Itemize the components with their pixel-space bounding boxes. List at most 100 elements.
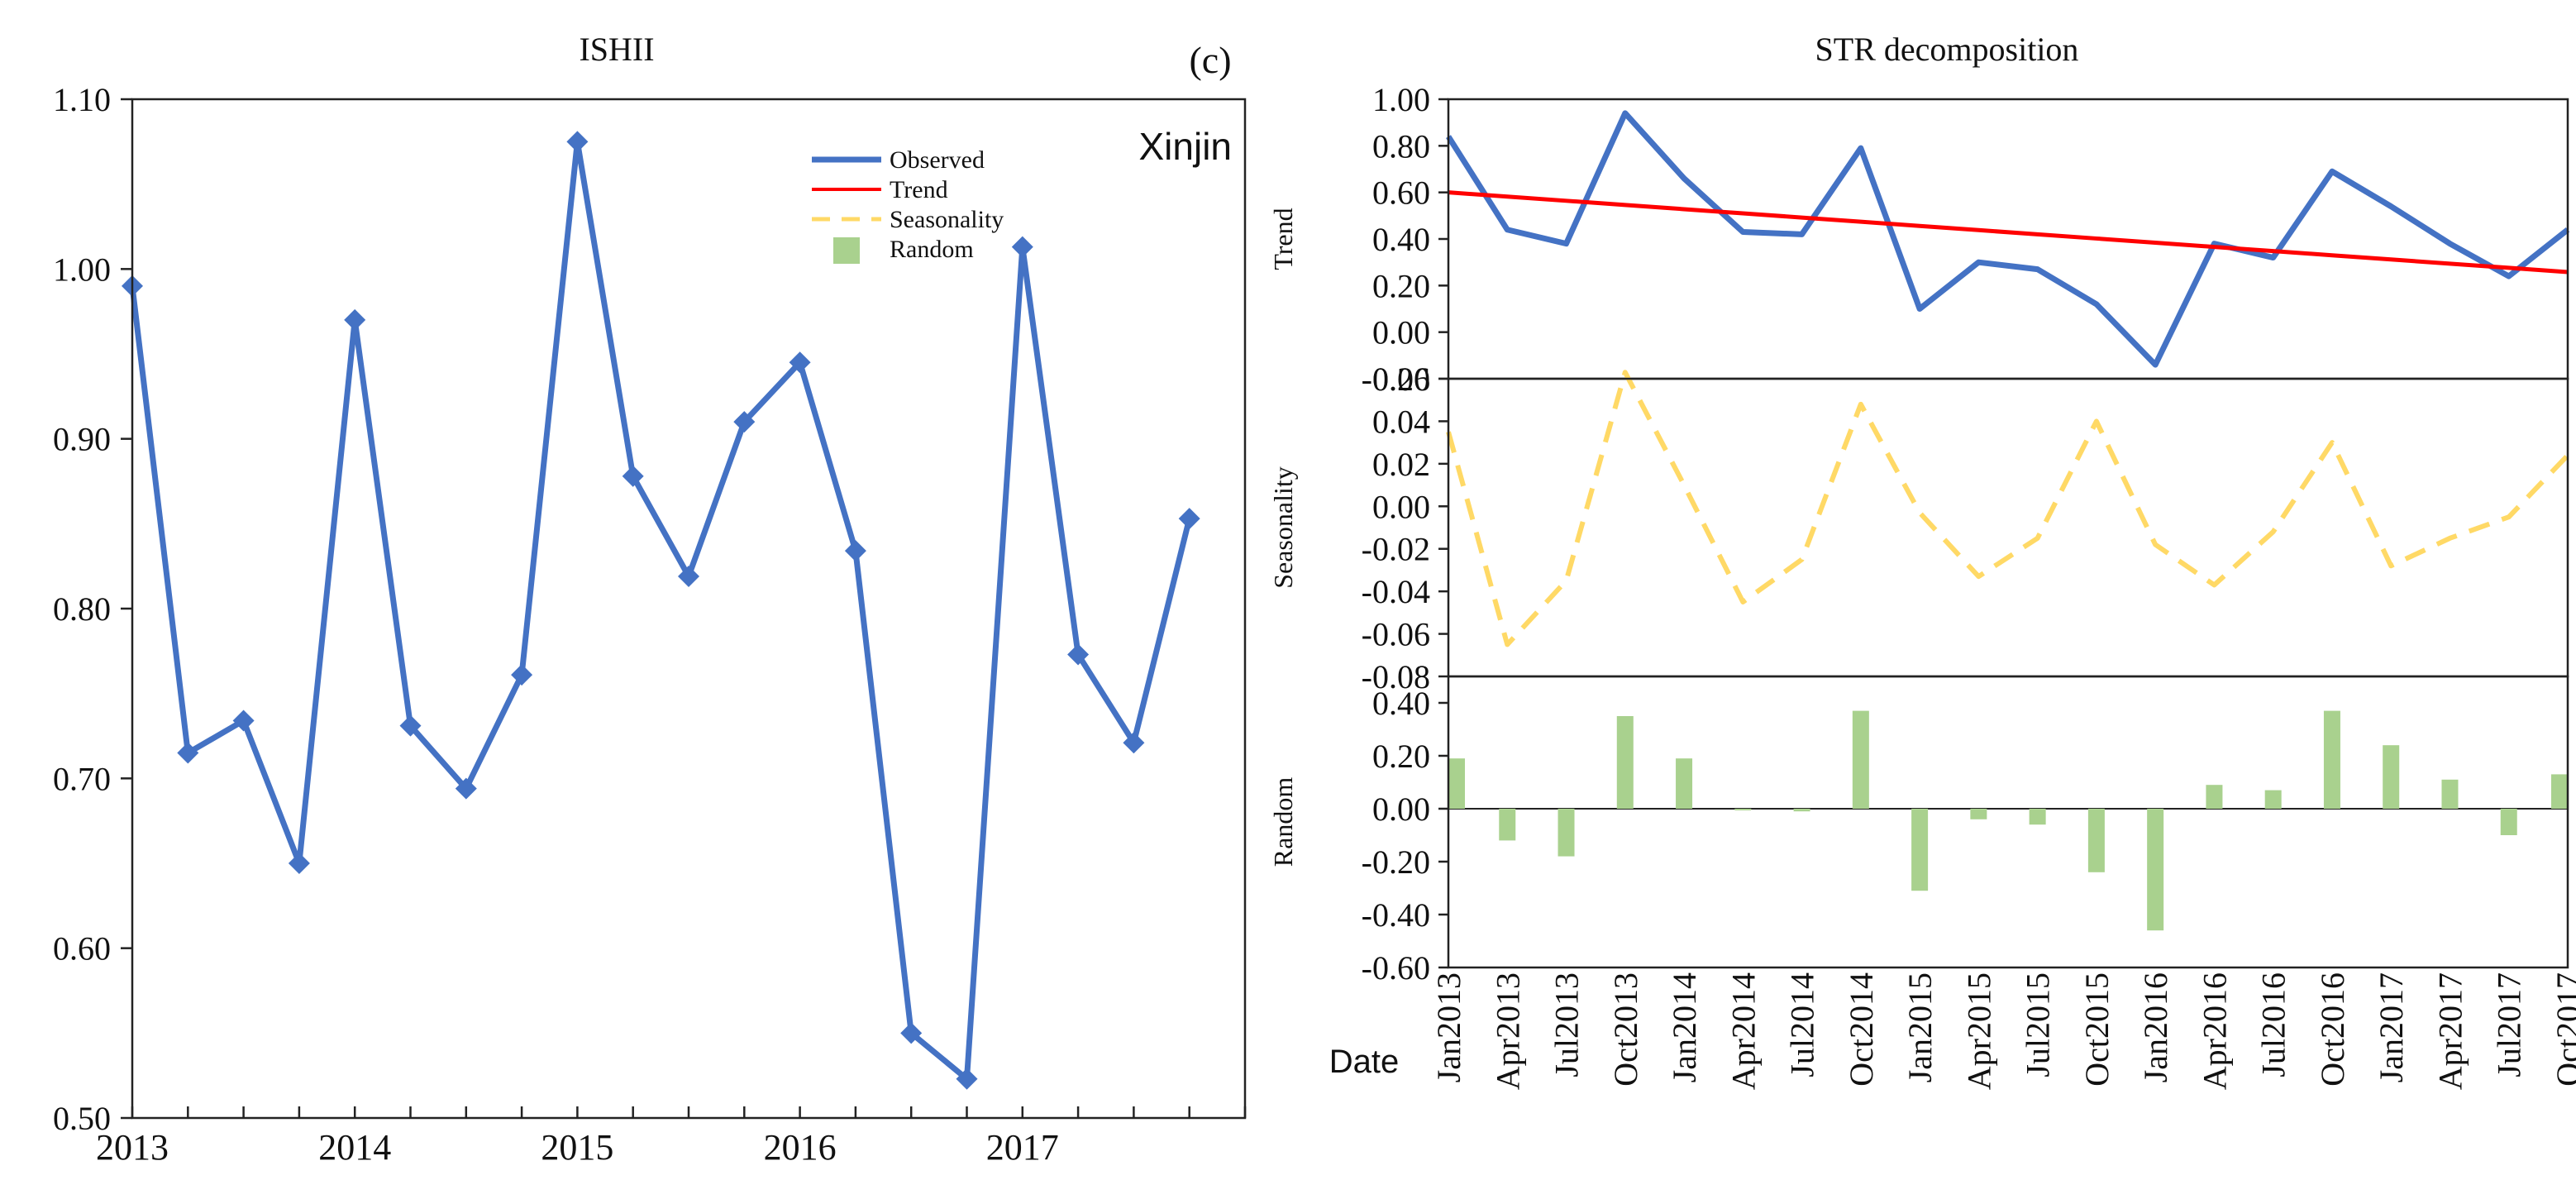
date-tick-label: Apr2014 [1724,972,1762,1090]
random-bar [2323,710,2340,809]
date-tick-label: Oct2016 [2314,972,2351,1087]
y-tick-label: 0.80 [53,590,111,628]
random-bar [1448,758,1465,809]
str-chart: STR decomposition -0.20 0.00 0.20 0.40 0.60 0… [1268,31,2576,1090]
observed-line [1446,110,2570,368]
observed-marker [1067,643,1090,666]
y-tick-label: 0.20 [1372,267,1430,304]
random-bar [2029,809,2046,825]
y-tick-label: 0.00 [1372,791,1430,828]
x-tick-label: 2014 [318,1127,391,1168]
date-tick-label: Oct2017 [2550,972,2576,1087]
date-tick-label: Jan2017 [2373,972,2410,1082]
legend-label: Random [890,236,974,263]
random-bar [2441,779,2459,809]
y-tick-label: 0.40 [1372,685,1430,722]
seasonality-line [1446,370,2570,647]
y-tick-label: 0.02 [1372,446,1430,483]
date-tick-label: Apr2015 [1960,972,1997,1090]
date-tick-label: Apr2016 [2196,972,2233,1090]
random-bar [2087,809,2105,872]
str-panel-random: -0.60 -0.40 -0.20 0.00 0.20 0.40 Random [1268,675,2569,987]
x-tick-label: 2016 [764,1127,837,1168]
date-tick-label: Jul2014 [1784,972,1821,1077]
observed-marker [900,1022,923,1044]
observed-marker [789,351,811,374]
panel-frame [1447,377,2569,678]
random-bar [1970,809,1987,819]
observed-marker [844,540,866,562]
y-tick-label: 0.70 [53,760,111,797]
y-tick-label: 0.40 [1372,221,1430,258]
ishii-plot-frame [131,98,1247,1120]
observed-marker [566,131,589,153]
date-tick-label: Jul2013 [1548,972,1586,1077]
str-panel-trend: -0.20 0.00 0.20 0.40 0.60 0.80 1.00 Trend [1268,81,2570,398]
str-title: STR decomposition [1815,31,2079,68]
random-bar [1852,710,1869,809]
observed-marker [344,308,366,331]
observed-marker [678,565,699,587]
random-bar [1676,758,1693,809]
date-axis-title: Date [1329,1044,1400,1080]
trend-line [1448,190,2569,275]
y-axis-title: Seasonality [1268,466,1298,589]
observed-marker [232,709,255,732]
observed-marker [455,777,477,800]
y-tick-label: 0.00 [1372,488,1430,525]
observed-marker [1011,236,1033,258]
y-tick-label: 1.10 [53,81,111,118]
y-tick-label: 0.60 [53,930,111,967]
y-tick-label: 0.50 [53,1100,111,1137]
date-tick-label: Apr2013 [1489,972,1526,1090]
date-tick-label: Jul2016 [2255,972,2292,1077]
panel-frame [1447,98,2569,380]
y-tick-label: -0.02 [1362,531,1430,568]
observed-marker [1178,508,1200,530]
y-tick-label: 0.90 [53,421,111,458]
observed-marker [177,742,199,764]
y-tick-label: -0.60 [1362,949,1430,987]
random-bar [1911,809,1929,891]
y-tick-label: 0.20 [1372,738,1430,775]
observed-marker [733,411,756,433]
panel-frame [1447,675,2569,969]
str-panel-seasonality: -0.08 -0.06 -0.04 -0.02 0.00 0.02 0.04 0.06 Seas… [1268,361,2570,695]
random-bar [2551,774,2568,809]
date-tick-label: Apr2017 [2431,972,2469,1090]
observed-marker [399,714,422,737]
date-tick-label: Jan2013 [1430,972,1467,1082]
location-label: Xinjin [1138,125,1232,168]
y-tick-label: 0.60 [1372,174,1430,212]
x-tick-label: 2015 [541,1127,613,1168]
date-tick-label: Jan2015 [1901,972,1939,1082]
y-tick-label: -0.20 [1362,361,1430,398]
y-tick-label: 0.04 [1372,403,1430,440]
observed-line [129,138,1193,1082]
x-tick-label: 2017 [986,1127,1059,1168]
date-tick-label: Oct2014 [1843,972,1880,1087]
y-tick-label: -0.06 [1362,616,1430,653]
y-tick-label: -0.08 [1362,658,1430,695]
panel-tag-c: (c) [1189,39,1231,81]
random-bar [1499,809,1516,841]
y-tick-label: 0.00 [1372,314,1430,351]
x-tick-label: 2013 [96,1127,169,1168]
legend-label: Trend [890,176,948,203]
random-bar [2383,745,2400,809]
date-tick-label: Jan2014 [1666,972,1703,1082]
y-tick-label: -0.40 [1362,896,1430,934]
date-tick-label: Jan2016 [2137,972,2174,1082]
date-tick-label: Jul2015 [2020,972,2057,1077]
random-bar [1616,716,1634,809]
date-tick-label: Oct2015 [2078,972,2116,1087]
random-bar [2206,785,2223,809]
y-tick-label: 1.00 [1372,81,1430,118]
y-tick-label: 1.00 [53,251,111,288]
legend-label: Observed [890,146,985,174]
random-bar [2264,790,2282,809]
random-bar [1558,809,1575,857]
ishii-title: ISHII [579,31,654,68]
